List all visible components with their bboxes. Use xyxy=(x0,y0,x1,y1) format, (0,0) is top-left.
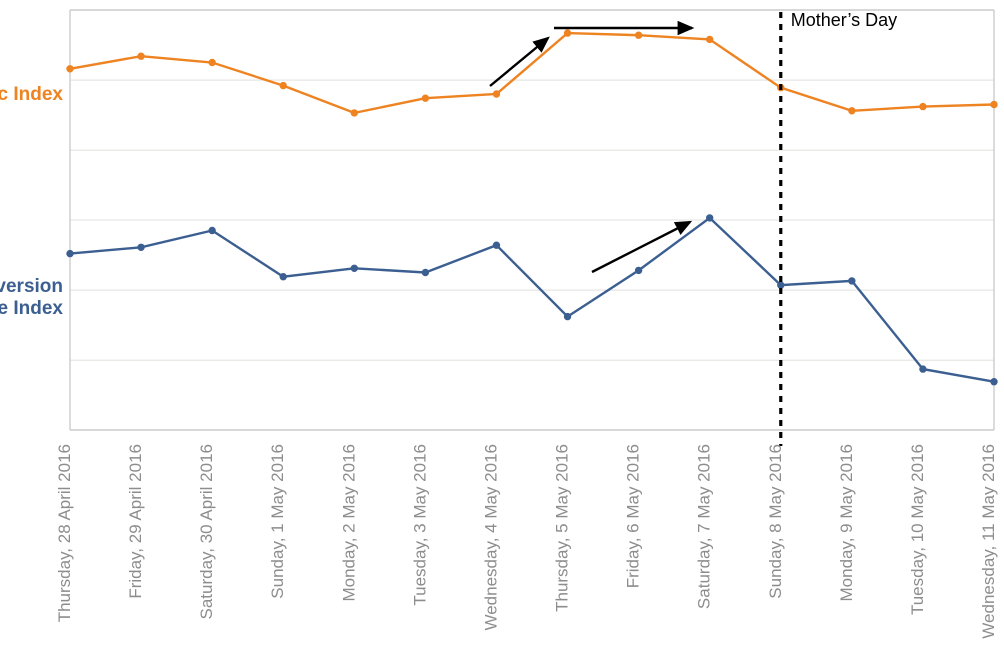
x-axis-label: Tuesday, 3 May 2016 xyxy=(410,444,429,606)
x-axis-label: Saturday, 7 May 2016 xyxy=(695,444,714,609)
series-marker-sales_conversion xyxy=(422,270,428,276)
line-chart: Mother’s Day Foot Traffic Index Sales Con… xyxy=(0,0,1004,666)
series-marker-foot_traffic xyxy=(422,95,428,101)
x-axis-label: Wednesday, 11 May 2016 xyxy=(979,444,998,639)
x-axis-label: Tuesday, 10 May 2016 xyxy=(908,444,927,615)
annotation-arrow xyxy=(490,38,548,86)
x-axis-label: Monday, 2 May 2016 xyxy=(339,444,358,602)
x-axis-label: Friday, 29 April 2016 xyxy=(126,444,145,599)
series-line-sales_conversion xyxy=(70,218,994,382)
series-marker-sales_conversion xyxy=(209,228,215,234)
x-axis-label: Sunday, 1 May 2016 xyxy=(268,444,287,599)
reference-label: Mother’s Day xyxy=(791,10,897,30)
series-marker-foot_traffic xyxy=(67,66,73,72)
series-marker-sales_conversion xyxy=(920,366,926,372)
series-label-foot_traffic: Foot Traffic Index xyxy=(0,84,63,105)
series-marker-sales_conversion xyxy=(565,314,571,320)
x-axis-label: Friday, 6 May 2016 xyxy=(624,444,643,588)
series-marker-foot_traffic xyxy=(493,91,499,97)
series-marker-foot_traffic xyxy=(351,110,357,116)
series-marker-sales_conversion xyxy=(991,379,997,385)
series-marker-foot_traffic xyxy=(138,53,144,59)
annotation-arrow xyxy=(592,222,690,272)
series-marker-foot_traffic xyxy=(707,36,713,42)
series-marker-sales_conversion xyxy=(138,244,144,250)
series-marker-foot_traffic xyxy=(209,60,215,66)
series-line-foot_traffic xyxy=(70,33,994,113)
series-marker-sales_conversion xyxy=(493,242,499,248)
series-marker-foot_traffic xyxy=(991,102,997,108)
series-marker-sales_conversion xyxy=(849,278,855,284)
series-marker-sales_conversion xyxy=(636,267,642,273)
chart-container: { "chart": { "type": "line", "width": 10… xyxy=(0,0,1004,666)
series-marker-sales_conversion xyxy=(280,274,286,280)
x-axis-label: Wednesday, 4 May 2016 xyxy=(481,444,500,631)
series-marker-sales_conversion xyxy=(351,265,357,271)
series-marker-foot_traffic xyxy=(920,104,926,110)
x-axis-label: Thursday, 28 April 2016 xyxy=(55,444,74,622)
series-label-sales_conversion: Sales ConversionRate Index xyxy=(0,276,63,319)
x-axis-label: Sunday, 8 May 2016 xyxy=(766,444,785,599)
series-marker-sales_conversion xyxy=(778,282,784,288)
x-axis-label: Saturday, 30 April 2016 xyxy=(197,444,216,619)
x-axis-label: Thursday, 5 May 2016 xyxy=(553,444,572,612)
series-marker-foot_traffic xyxy=(636,32,642,38)
series-marker-foot_traffic xyxy=(849,108,855,114)
x-axis-label: Monday, 9 May 2016 xyxy=(837,444,856,602)
series-marker-foot_traffic xyxy=(280,83,286,89)
series-marker-sales_conversion xyxy=(707,215,713,221)
series-marker-foot_traffic xyxy=(565,30,571,36)
series-marker-sales_conversion xyxy=(67,251,73,257)
